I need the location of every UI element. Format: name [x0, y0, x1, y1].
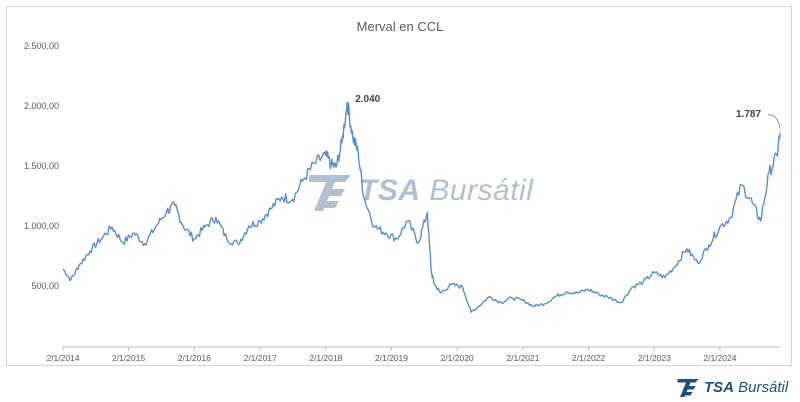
- data-label: 2.040: [355, 94, 381, 106]
- y-tick-label: 500,00: [31, 281, 59, 291]
- y-tick-label: 2.000,00: [23, 101, 59, 111]
- watermark-text: TSA Bursátil: [359, 174, 534, 207]
- x-tick-label: 2/1/2016: [177, 353, 211, 363]
- data-label-leader: [767, 114, 781, 129]
- chart-frame: Merval en CCL 500,00 1.000,00 1.500,00 2.00…: [6, 6, 792, 366]
- tsa-logo-icon: [677, 379, 699, 397]
- x-tick-label: 2/1/2020: [440, 353, 474, 363]
- x-tick-label: 2/1/2022: [572, 353, 606, 363]
- data-label: 1.787: [736, 108, 762, 120]
- chart-title: Merval en CCL: [356, 19, 444, 34]
- y-tick-label: 1.000,00: [23, 221, 59, 231]
- x-tick-label: 2/1/2015: [112, 353, 146, 363]
- tsa-logo-icon: [309, 175, 351, 211]
- x-tick-label: 2/1/2017: [243, 353, 277, 363]
- series-line: [62, 101, 781, 313]
- x-tick-label: 2/1/2014: [46, 353, 80, 363]
- x-tick-label: 2/1/2024: [703, 353, 737, 363]
- x-tick-label: 2/1/2019: [374, 353, 408, 363]
- y-tick-label: 2.500,00: [23, 41, 59, 51]
- footer-logo: TSA Bursátil: [676, 376, 788, 398]
- y-tick-label: 1.500,00: [23, 161, 59, 171]
- watermark: TSA Bursátil: [307, 169, 533, 213]
- x-tick-label: 2/1/2018: [309, 353, 343, 363]
- line-chart: [62, 101, 781, 351]
- x-tick-label: 2/1/2021: [506, 353, 540, 363]
- x-tick-label: 2/1/2023: [637, 353, 671, 363]
- footer-logo-text: TSA Bursátil: [704, 378, 789, 396]
